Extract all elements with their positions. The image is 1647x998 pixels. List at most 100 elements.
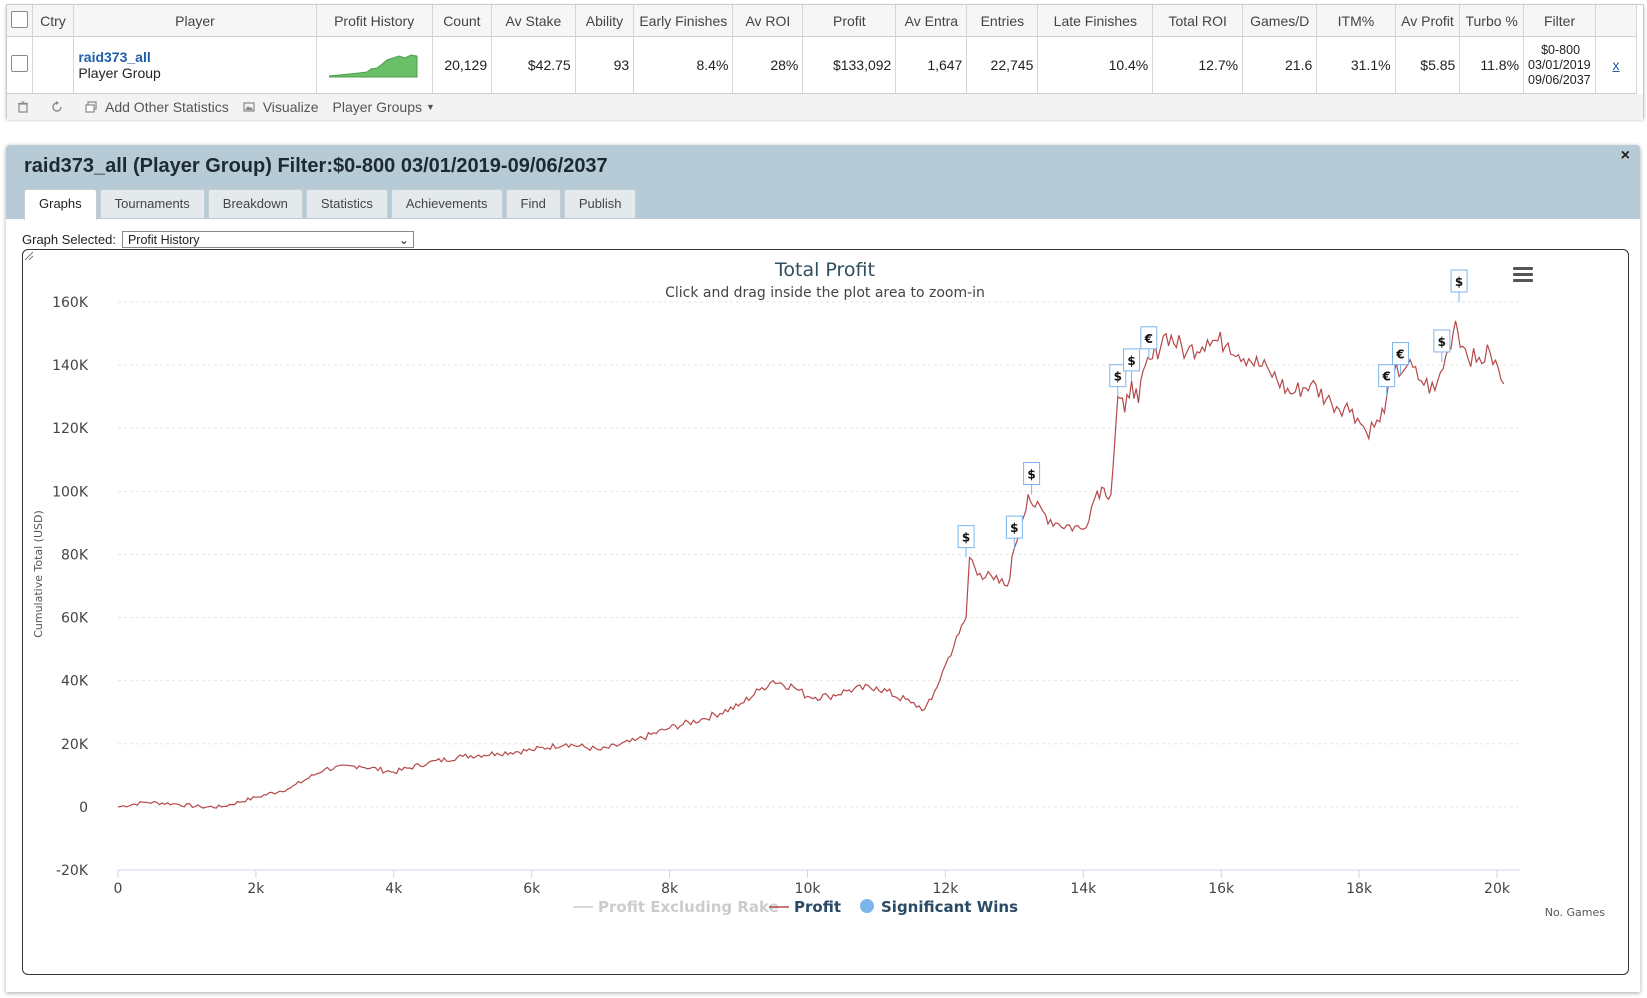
av-entrants-cell: 1,647	[895, 36, 968, 94]
av-stake-cell: $42.75	[491, 36, 576, 94]
turbo-cell: 11.8%	[1459, 36, 1525, 94]
significant-win-flag[interactable]: €	[1140, 326, 1158, 359]
column-header[interactable]: Profit	[802, 5, 897, 37]
significant-win-flag[interactable]: $	[1023, 461, 1041, 495]
column-header[interactable]: Games/D	[1242, 5, 1318, 37]
close-icon[interactable]: ×	[1620, 147, 1630, 164]
column-header[interactable]: Early Finishes	[633, 5, 734, 37]
player-cell[interactable]: raid373_all Player Group	[73, 36, 317, 94]
tab-tournaments[interactable]: Tournaments	[99, 189, 205, 218]
row-checkbox[interactable]	[11, 55, 28, 72]
trash-icon	[18, 101, 28, 113]
y-tick-label: 40K	[61, 674, 89, 690]
tab-find[interactable]: Find	[505, 189, 561, 218]
column-header[interactable]: Entries	[966, 5, 1039, 37]
av-roi-cell: 28%	[732, 36, 804, 94]
x-tick-label: 14k	[1070, 881, 1097, 897]
x-tick-label: 12k	[932, 881, 959, 897]
y-tick-label: 160K	[52, 295, 89, 311]
entries-cell: 22,745	[966, 36, 1039, 94]
caret-down-icon: ▼	[425, 102, 435, 112]
tab-achievements[interactable]: Achievements	[390, 189, 503, 218]
tab-breakdown[interactable]: Breakdown	[207, 189, 303, 218]
panel-tabs: Graphs Tournaments Breakdown Statistics …	[24, 189, 639, 220]
delete-button[interactable]	[17, 101, 37, 113]
games-per-day-cell: 21.6	[1242, 36, 1318, 94]
refresh-button[interactable]	[51, 101, 71, 113]
visualize-label: Visualize	[262, 99, 319, 115]
column-header[interactable]: Count	[432, 5, 493, 37]
y-tick-label: 120K	[52, 421, 89, 437]
graph-selected-label: Graph Selected:	[22, 232, 116, 247]
select-all-checkbox[interactable]	[10, 10, 28, 28]
resize-grip-icon[interactable]	[23, 250, 33, 260]
y-tick-label: 60K	[61, 611, 89, 627]
column-header[interactable]: Av ROI	[732, 5, 804, 37]
late-finishes-cell: 10.4%	[1037, 36, 1154, 94]
total-profit-chart[interactable]: Total Profit Click and drag inside the p…	[23, 250, 1628, 974]
significant-win-flag[interactable]: €	[1391, 342, 1409, 375]
remove-cell[interactable]: x	[1595, 36, 1637, 94]
profit-chart-container[interactable]: Total Profit Click and drag inside the p…	[22, 249, 1629, 975]
x-tick-label: 20k	[1484, 881, 1511, 897]
visualize-button[interactable]: Visualize	[243, 99, 319, 115]
legend-item-profit[interactable]: Profit	[769, 898, 841, 916]
profit-sparkline	[329, 54, 418, 78]
player-groups-dropdown[interactable]: Player Groups ▼	[333, 99, 435, 115]
av-profit-cell: $5.85	[1395, 36, 1461, 94]
player-detail-panel: raid373_all (Player Group) Filter:$0-800…	[6, 145, 1640, 992]
tab-graphs[interactable]: Graphs	[24, 189, 97, 220]
significant-win-flag[interactable]: $	[957, 525, 975, 558]
column-header[interactable]: Av Entra	[895, 5, 968, 37]
column-header[interactable]: Filter	[1523, 5, 1597, 37]
table-row[interactable]: raid373_all Player Group 20,129 $42.75 9…	[7, 36, 1637, 94]
profit-cell: $133,092	[802, 36, 897, 94]
column-header[interactable]: Ctry	[32, 5, 75, 37]
chart-menu-icon[interactable]	[1513, 267, 1533, 282]
filter-stake-range: $0-800	[1541, 42, 1581, 57]
significant-win-symbol: $	[1438, 335, 1446, 349]
graph-select-dropdown[interactable]: Profit History ⌄	[121, 231, 414, 248]
significant-win-flag[interactable]: $	[1109, 364, 1127, 397]
remove-row-link[interactable]: x	[1612, 57, 1620, 73]
column-header[interactable]: Ability	[575, 5, 635, 37]
significant-win-flag[interactable]: $	[1433, 329, 1451, 362]
player-name-link[interactable]: raid373_all	[78, 49, 151, 65]
tab-publish[interactable]: Publish	[563, 189, 637, 218]
country-cell	[32, 36, 75, 94]
ability-cell: 93	[575, 36, 635, 94]
column-header[interactable]: Late Finishes	[1037, 5, 1154, 37]
legend-item-significant-wins[interactable]: Significant Wins	[860, 898, 1018, 916]
significant-win-symbol: $	[1010, 521, 1018, 535]
significant-win-flag[interactable]: $	[1450, 269, 1468, 302]
filter-start-date: 03/01/2019	[1528, 57, 1591, 72]
legend-item-profit-excluding-rake[interactable]: Profit Excluding Rake	[573, 898, 779, 916]
player-type-label: Player Group	[78, 65, 161, 81]
x-tick-label: 0	[114, 881, 123, 897]
early-finishes-cell: 8.4%	[633, 36, 734, 94]
count-cell: 20,129	[432, 36, 493, 94]
tab-statistics[interactable]: Statistics	[305, 189, 388, 218]
select-all-header[interactable]	[7, 5, 33, 37]
column-header[interactable]: Profit History	[316, 5, 433, 37]
y-tick-label: 100K	[52, 484, 89, 500]
y-tick-label: 20K	[61, 737, 89, 753]
x-tick-label: 8k	[661, 881, 679, 897]
column-header[interactable]: Av Profit	[1395, 5, 1461, 37]
x-tick-label: 6k	[523, 881, 541, 897]
significant-win-flag[interactable]: €	[1378, 364, 1396, 397]
column-header[interactable]: Total ROI	[1152, 5, 1244, 37]
chart-title: Total Profit	[774, 259, 875, 281]
significant-win-flag[interactable]: $	[1123, 348, 1141, 381]
column-header[interactable]: Turbo %	[1459, 5, 1525, 37]
legend-label: Profit Excluding Rake	[598, 898, 779, 916]
column-header[interactable]: Player	[73, 5, 317, 37]
y-tick-label: 140K	[52, 358, 89, 374]
significant-win-symbol: $	[1455, 275, 1463, 289]
significant-win-flag[interactable]: $	[1005, 515, 1023, 549]
add-other-statistics-button[interactable]: Add Other Statistics	[85, 99, 229, 115]
column-header[interactable]: Av Stake	[491, 5, 576, 37]
legend-label: Profit	[794, 898, 841, 916]
column-header[interactable]: ITM%	[1316, 5, 1396, 37]
row-select-cell[interactable]	[7, 36, 33, 94]
